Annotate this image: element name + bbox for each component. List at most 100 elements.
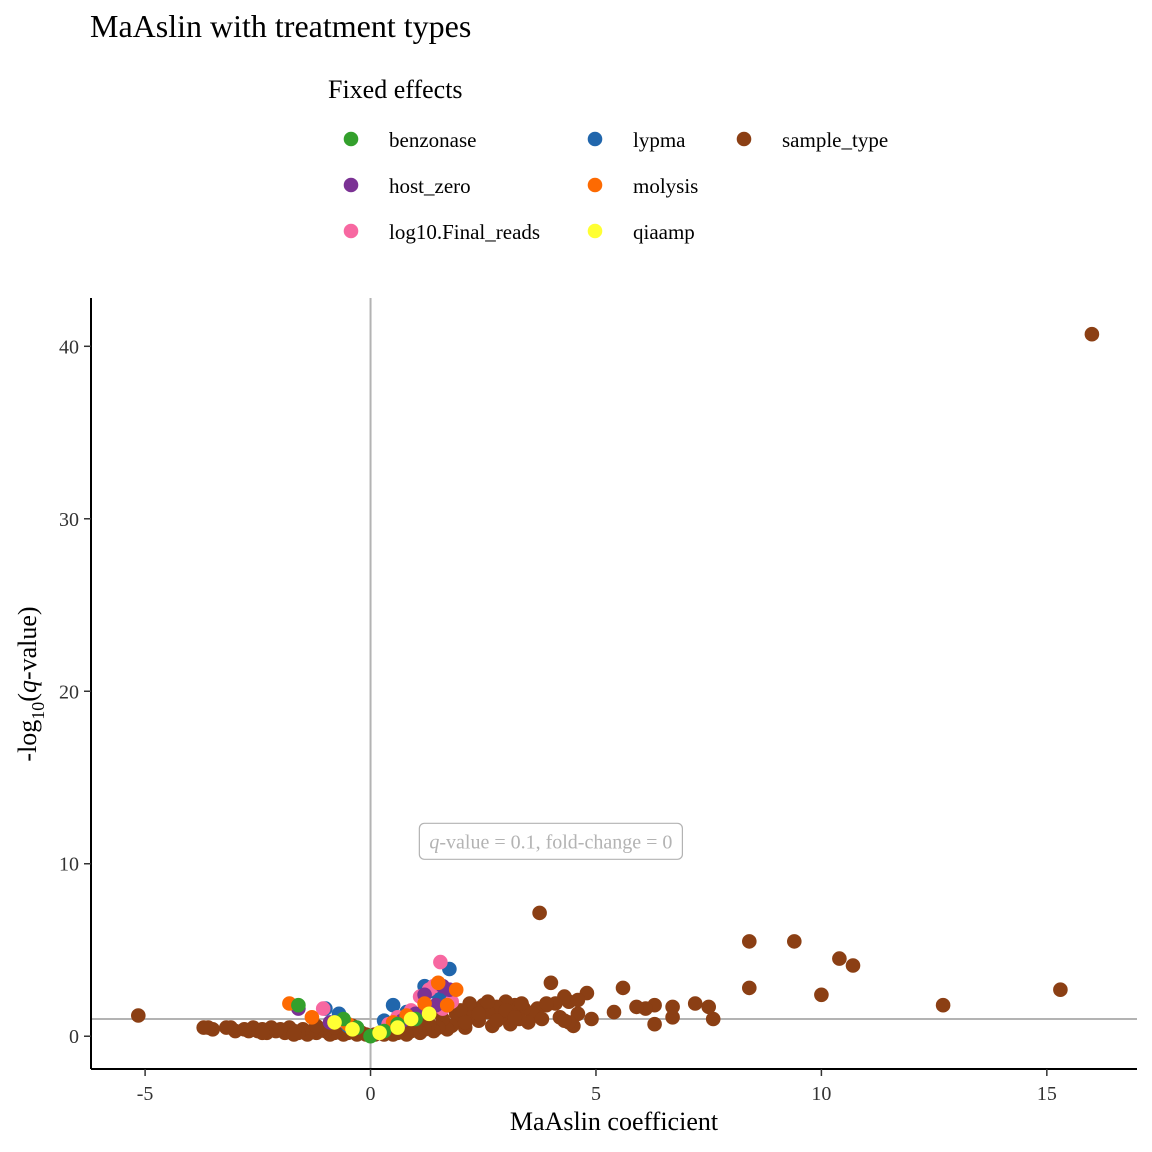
data-point: [532, 905, 547, 921]
x-axis-title: MaAslin coefficient: [510, 1107, 719, 1136]
legend-swatch: [587, 223, 603, 239]
data-point: [742, 934, 757, 949]
data-point: [390, 1020, 405, 1035]
data-point: [814, 987, 829, 1003]
data-point: [403, 1011, 419, 1027]
legend-entries: benzonase host_zero log10.Final_reads lypma…: [343, 128, 888, 244]
data-point: [237, 1022, 252, 1037]
data-point: [457, 1015, 473, 1030]
data-point: [570, 992, 586, 1008]
annotation-rest: -value = 0.1, fold-change = 0: [439, 831, 672, 853]
data-point: [507, 1010, 523, 1025]
legend-swatch: [587, 131, 603, 147]
data-point: [315, 1001, 331, 1016]
data-point: [254, 1025, 270, 1041]
data-point: [439, 997, 455, 1013]
data-point: [327, 1015, 342, 1030]
y-tick-label: 0: [69, 1026, 79, 1048]
data-point: [935, 997, 951, 1013]
data-point: [196, 1020, 211, 1035]
legend-label: molysis: [633, 174, 698, 198]
data-point: [480, 994, 496, 1009]
data-point: [534, 1011, 550, 1027]
legend-label: sample_type: [782, 128, 888, 152]
data-point: [291, 997, 306, 1013]
legend-label: lypma: [633, 128, 686, 152]
data-point: [219, 1020, 234, 1035]
legend-item-molysis: molysis: [587, 174, 698, 198]
legend-item-sample_type: sample_type: [736, 128, 888, 152]
data-point: [665, 999, 680, 1015]
annotation-italic: q: [429, 831, 439, 853]
data-point: [421, 1006, 437, 1022]
legend-item-lypma: lypma: [587, 128, 686, 152]
data-point: [1084, 326, 1100, 342]
legend-item-host_zero: host_zero: [343, 174, 471, 198]
data-point: [845, 958, 861, 973]
legend-label: benzonase: [389, 128, 476, 152]
legend-label: log10.Final_reads: [389, 220, 540, 244]
data-point: [471, 1006, 487, 1022]
data-point: [701, 999, 716, 1015]
data-point: [647, 1016, 662, 1032]
data-point: [615, 980, 631, 996]
data-point: [286, 1027, 302, 1042]
data-point: [131, 1008, 146, 1023]
data-point: [787, 934, 802, 949]
y-axis-title-subscript: 10: [28, 702, 48, 720]
chart-title: MaAslin with treatment types: [90, 8, 471, 44]
legend-swatch: [587, 177, 603, 193]
legend-label: host_zero: [389, 174, 471, 198]
y-tick-label: 30: [59, 509, 79, 531]
x-tick-label: 0: [366, 1083, 376, 1105]
annotation-text: q-value = 0.1, fold-change = 0: [429, 831, 672, 853]
y-axis-title: -log10(q-value): [13, 606, 48, 761]
x-tick-label: -5: [137, 1083, 154, 1105]
data-point: [385, 997, 401, 1013]
legend-swatch: [343, 131, 359, 147]
data-point: [557, 1013, 572, 1028]
data-point: [832, 951, 847, 966]
y-axis-title-italic: q: [13, 680, 42, 693]
legend-item-benzonase: benzonase: [343, 128, 476, 152]
y-axis-title-prefix: -log: [13, 720, 42, 762]
data-point: [345, 1022, 360, 1037]
legend-title: Fixed effects: [328, 75, 463, 104]
data-point: [539, 996, 554, 1011]
data-point: [433, 954, 448, 970]
plot-area: -5 0 5 10 15 0 10 20 30 40: [59, 298, 1137, 1105]
legend-swatch: [343, 177, 359, 193]
data-point: [665, 1010, 680, 1025]
y-axis-title-open: (: [13, 693, 42, 702]
x-tick-label: 10: [811, 1083, 831, 1105]
data-point: [430, 975, 446, 991]
data-point: [629, 999, 644, 1015]
data-point: [448, 982, 464, 997]
annotation: q-value = 0.1, fold-change = 0: [418, 822, 684, 860]
data-point: [489, 1013, 505, 1028]
x-tick-label: 5: [591, 1083, 601, 1105]
legend-item-qiaamp: qiaamp: [587, 220, 695, 244]
legend-swatch: [343, 223, 359, 239]
data-point: [606, 1004, 622, 1020]
data-point: [543, 975, 559, 991]
data-point: [304, 1010, 320, 1025]
legend-label: qiaamp: [633, 220, 695, 244]
x-tick-label: 15: [1037, 1083, 1057, 1105]
data-point: [687, 996, 703, 1011]
data-point: [742, 980, 757, 996]
legend-item-log10.Final_reads: log10.Final_reads: [343, 220, 540, 244]
series-qiaamp: [327, 1006, 437, 1041]
data-point: [514, 996, 529, 1011]
series-sample_type: [131, 326, 1100, 1042]
legend-swatch: [736, 131, 752, 147]
data-point: [584, 1011, 599, 1027]
legend: Fixed effects benzonase host_zero log10.Fi…: [328, 75, 888, 244]
y-tick-label: 10: [59, 854, 79, 876]
data-point: [705, 1011, 721, 1027]
data-point: [1053, 982, 1068, 997]
y-tick-label: 20: [59, 681, 79, 703]
annotation-box: [418, 822, 684, 860]
y-axis-title-suffix: -value): [13, 606, 42, 680]
